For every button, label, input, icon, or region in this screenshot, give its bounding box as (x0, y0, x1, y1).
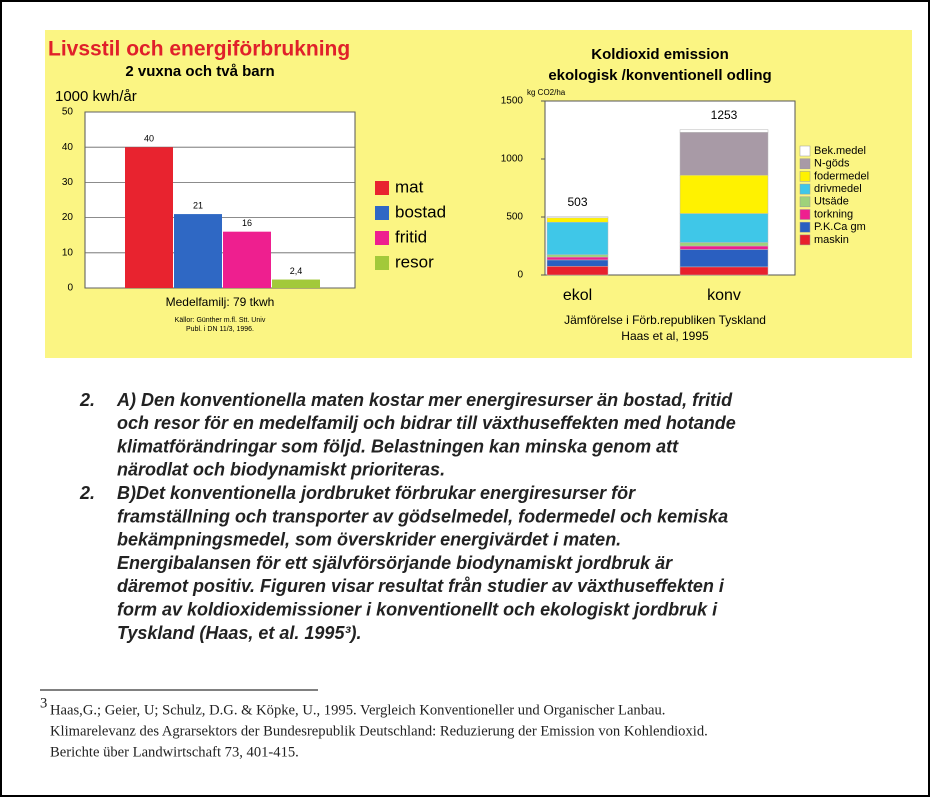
chart-note: Jämförelse i Förb.republiken Tyskland (564, 313, 766, 327)
value-label: 16 (242, 218, 252, 228)
value-label: 21 (193, 200, 203, 210)
x-tick-label: konv (707, 287, 741, 304)
item-number: 2. (79, 390, 95, 410)
legend-label: bostad (395, 202, 446, 221)
legend-swatch (375, 231, 389, 245)
paragraph-line: klimatförändringar som följd. Belastning… (117, 436, 679, 456)
chart-subtitle: ekologisk /konventionell odling (548, 67, 771, 84)
bar-segment (679, 266, 769, 276)
y-tick-label: 500 (506, 212, 523, 223)
legend-label: Utsäde (814, 196, 849, 208)
paragraph-line: B)Det konventionella jordbruket förbruka… (117, 483, 636, 503)
source-note: Publ. i DN 11/3, 1996. (186, 326, 254, 333)
legend-swatch (375, 206, 389, 220)
y-tick-label: 20 (62, 212, 74, 223)
y-tick-label: 10 (62, 247, 74, 258)
legend-label: drivmedel (814, 183, 862, 195)
value-label: 2,4 (290, 266, 303, 276)
paragraph-line: Energibalansen för ett självförsörjande … (117, 553, 673, 573)
bar-segment (546, 266, 609, 276)
y-tick-label: 1500 (501, 96, 524, 107)
paragraph-line: A) Den konventionella maten kostar mer e… (116, 390, 733, 410)
bar-segment (546, 217, 609, 223)
x-tick-label: ekol (563, 287, 592, 304)
bar-segment (679, 174, 769, 214)
legend-swatch (799, 234, 811, 246)
bar (272, 279, 320, 288)
footnote-line: Haas,G.; Geier, U; Schulz, D.G. & Köpke,… (50, 702, 665, 718)
footnote-line: Berichte über Landwirtschaft 73, 401-415… (50, 744, 299, 760)
chart-title: Livsstil och energiförbrukning (48, 38, 350, 61)
y-tick-label: 50 (62, 107, 74, 118)
bar-segment (679, 129, 769, 133)
legend-swatch (375, 181, 389, 195)
legend-label: Bek.medel (814, 145, 866, 157)
paragraph-line: framställning och transporter av gödselm… (117, 506, 728, 526)
bar-segment (546, 216, 609, 219)
legend-swatch (375, 256, 389, 270)
y-tick-label: 40 (62, 142, 74, 153)
y-tick-label: 1000 (501, 154, 524, 165)
legend-label: P.K.Ca gm (814, 221, 866, 233)
y-tick-label: 0 (517, 270, 523, 281)
legend-swatch (799, 158, 811, 169)
paragraph-line: Tyskland (Haas, et al. 1995³). (117, 623, 361, 643)
value-label: 40 (144, 134, 154, 144)
legend-label: mat (395, 177, 424, 196)
bar-segment (679, 242, 769, 247)
item-number: 2. (79, 483, 95, 503)
paragraph-line: form av koldioxidemissioner i konvention… (117, 599, 718, 619)
total-label: 503 (567, 195, 587, 209)
chart-subtitle: 2 vuxna och två barn (125, 63, 274, 80)
bar-segment (679, 132, 769, 176)
bar-segment (546, 256, 609, 261)
bar-segment (546, 259, 609, 267)
legend-swatch (799, 171, 811, 182)
y-tick-label: 0 (67, 283, 73, 294)
legend-label: fodermedel (814, 170, 869, 182)
legend-label: torkning (814, 208, 853, 220)
legend-label: resor (395, 252, 434, 271)
bar-segment (679, 213, 769, 243)
total-label: 1253 (711, 108, 738, 122)
paragraph-line: och resor för en medelfamilj och bidrar … (117, 413, 736, 433)
legend-label: N-göds (814, 158, 850, 170)
y-axis-label: 1000 kwh/år (55, 88, 137, 105)
y-axis-label: kg CO2/ha (527, 88, 566, 97)
bar-segment (546, 221, 609, 255)
legend-swatch (799, 196, 811, 208)
bar-segment (679, 249, 769, 268)
x-axis-label: Medelfamilj: 79 tkwh (166, 295, 275, 309)
legend-swatch (799, 221, 811, 233)
chart-note: Haas et al, 1995 (621, 329, 709, 343)
source-note: Källor: Günther m.fl. Stt. Univ (175, 317, 266, 324)
legend-swatch (799, 183, 811, 195)
footnote-line: Klimarelevanz des Agrarsektors der Bunde… (50, 723, 708, 739)
paragraph-line: däremot positiv. Figuren visar resultat … (117, 576, 725, 596)
paragraph-line: närodlat och biodynamiskt prioriteras. (117, 460, 445, 480)
bar (125, 147, 173, 288)
legend-swatch (799, 209, 811, 220)
legend-label: fritid (395, 227, 427, 246)
chart-title: Koldioxid emission (591, 46, 729, 63)
bar (223, 231, 271, 288)
bar-segment (546, 254, 609, 258)
paragraph-line: bekämpningsmedel, som överskrider energi… (117, 530, 621, 550)
y-tick-label: 30 (62, 177, 74, 188)
legend-label: maskin (814, 234, 849, 246)
bar-segment (679, 245, 769, 250)
bar (174, 214, 222, 288)
footnote-marker: 3 (40, 695, 47, 711)
legend-swatch (799, 145, 811, 157)
